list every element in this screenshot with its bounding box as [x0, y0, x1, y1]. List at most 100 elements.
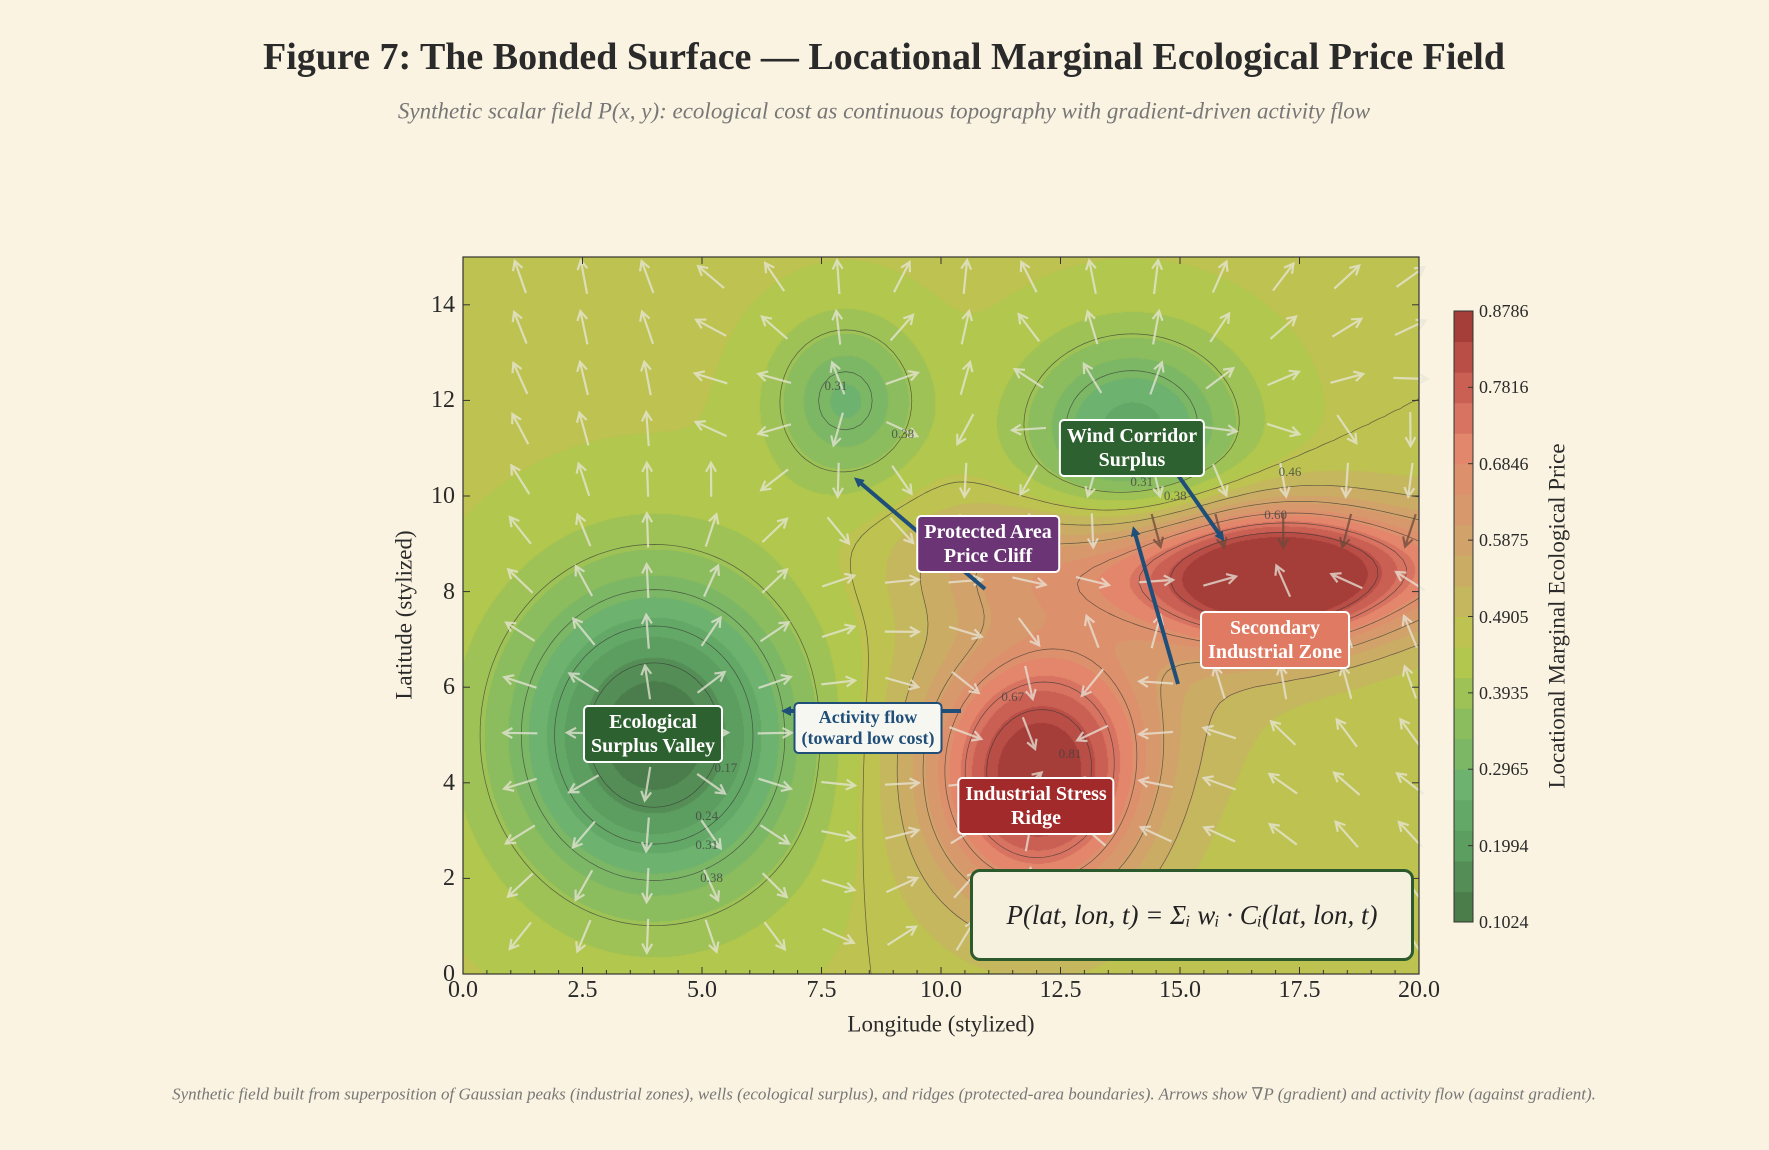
gradient-arrow	[1394, 318, 1428, 336]
contour-label: 0.38	[891, 425, 915, 441]
gradient-arrow	[885, 676, 921, 691]
gradient-arrow	[1138, 825, 1172, 843]
gradient-arrow	[574, 564, 594, 597]
contour-label: 0.17	[714, 760, 738, 776]
colorbar-label: Locational Marginal Ecological Price	[1544, 443, 1570, 789]
colorbar-band	[1454, 402, 1473, 434]
gradient-arrow	[1201, 775, 1237, 791]
x-tick-label: 10.0	[920, 977, 962, 1003]
gradient-arrow	[511, 412, 530, 445]
gradient-arrow	[830, 412, 844, 448]
x-tick-label: 17.5	[1278, 977, 1321, 1003]
gradient-arrow	[960, 308, 974, 345]
gradient-arrow	[641, 868, 654, 905]
colorbar-band	[1454, 341, 1473, 373]
gradient-arrow	[511, 360, 529, 395]
annotation-text: Wind Corridor	[1066, 425, 1198, 447]
gradient-arrow	[1203, 573, 1239, 587]
colorbar-band	[1454, 494, 1473, 526]
gradient-arrow	[1137, 776, 1173, 789]
x-tick-label: 2.5	[567, 977, 598, 1003]
gradient-arrow	[1329, 572, 1363, 590]
annotation-valley: Ecological Surplus Valley	[583, 705, 723, 763]
gradient-arrow	[759, 468, 789, 492]
gradient-arrow	[1395, 771, 1425, 796]
gradient-arrow	[756, 423, 792, 438]
gradient-arrow	[885, 876, 920, 894]
colorbar-band	[1454, 372, 1473, 404]
gradient-arrow	[1331, 317, 1364, 338]
gradient-arrow	[703, 869, 721, 903]
gradient-arrow	[822, 927, 856, 945]
gradient-arrow	[1084, 309, 1099, 345]
gradient-arrow	[1212, 463, 1229, 498]
gradient-arrow	[1151, 308, 1164, 345]
gradient-arrow	[821, 778, 858, 791]
gradient-arrow	[1267, 822, 1298, 846]
gradient-arrow	[704, 512, 720, 547]
gradient-arrow	[1332, 771, 1361, 796]
gradient-arrow	[1085, 258, 1097, 294]
gradient-arrow	[640, 409, 653, 447]
colorbar-band	[1454, 738, 1473, 770]
colorbar-band	[1454, 860, 1473, 892]
gradient-arrow	[1201, 724, 1237, 740]
annotation-text: Industrial Stress	[965, 783, 1107, 805]
colorbar-tick-label: 0.1024	[1479, 912, 1529, 932]
gradient-arrow	[503, 824, 536, 845]
gradient-arrow	[831, 308, 844, 345]
gradient-arrow	[821, 879, 857, 894]
gradient-arrow	[508, 921, 532, 951]
gradient-arrow	[641, 561, 654, 599]
gradient-arrow	[641, 460, 654, 497]
gradient-arrow	[640, 766, 653, 803]
gradient-arrow	[700, 819, 723, 851]
gradient-arrow	[501, 777, 537, 792]
gradient-arrow	[1083, 613, 1100, 649]
gradient-arrow	[1019, 259, 1038, 293]
x-tick-label: 15.0	[1159, 977, 1201, 1003]
gradient-arrow	[1395, 265, 1427, 288]
gradient-arrow	[1149, 360, 1165, 395]
gradient-arrow	[960, 257, 973, 295]
gradient-arrow	[640, 359, 652, 396]
y-tick-label: 6	[443, 674, 455, 701]
gradient-arrow	[763, 261, 786, 292]
gradient-arrow	[1394, 570, 1426, 592]
gradient-arrow	[1012, 367, 1044, 389]
gradient-arrow	[638, 259, 655, 294]
gradient-arrow	[1404, 412, 1417, 449]
gradient-arrow	[1211, 259, 1229, 294]
gradient-arrow	[1082, 361, 1103, 394]
colorbar-band	[1454, 433, 1473, 465]
colorbar-tick-label: 0.4905	[1479, 606, 1529, 627]
colorbar	[1453, 310, 1474, 923]
gradient-arrow	[1086, 513, 1099, 550]
annotation-text: Activity flow	[818, 707, 918, 727]
gradient-arrow	[1202, 424, 1239, 437]
gradient-arrow	[1393, 372, 1430, 385]
colorbar-tick-label: 0.2965	[1479, 759, 1529, 780]
contour-label: 0.81	[1058, 746, 1082, 762]
colorbar-band	[1454, 585, 1473, 617]
gradient-arrow	[885, 369, 920, 386]
gradient-arrow	[640, 612, 653, 649]
gradient-arrow	[893, 259, 912, 293]
annotation-wind: Wind Corridor Surplus	[1058, 419, 1206, 477]
gradient-arrow	[757, 726, 794, 739]
gradient-arrow	[1150, 513, 1165, 549]
gradient-arrow	[575, 512, 592, 547]
gradient-arrow	[884, 625, 922, 638]
gradient-arrow	[1334, 819, 1359, 848]
contour-label: 0.60	[1264, 507, 1287, 523]
y-tick-label: 12	[431, 387, 455, 414]
annotation-text: Surplus	[1098, 449, 1166, 471]
gradient-arrow	[886, 925, 918, 946]
y-tick-label: 4	[443, 769, 455, 796]
gradient-arrow	[639, 309, 655, 345]
gradient-arrow	[1269, 719, 1297, 746]
gradient-arrow	[575, 410, 590, 446]
gradient-arrow	[1024, 665, 1037, 702]
contour-line	[554, 625, 754, 845]
